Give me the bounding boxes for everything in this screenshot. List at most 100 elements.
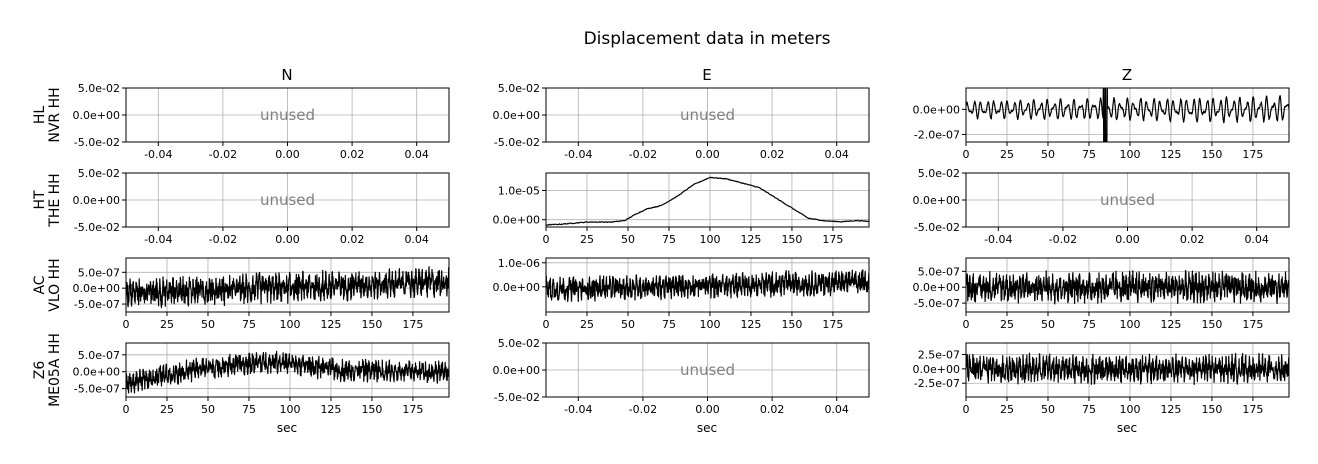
- x-tick-label: 0.04: [824, 403, 849, 416]
- x-tick-label: 0.04: [404, 148, 429, 161]
- panel-z6-n: 0 25 50 75 100 125 150 175 5.0e-07 0.0e+00 -5.0e-0…: [73, 342, 450, 416]
- y-tick-label: 0.0e+00: [73, 366, 120, 379]
- x-tick-label: -0.04: [564, 148, 592, 161]
- waveform-trace: [546, 269, 869, 303]
- x-tick-label: 125: [320, 318, 341, 331]
- axes-frame: [125, 342, 450, 398]
- x-tick-label: 0.02: [340, 233, 365, 246]
- waveform-trace: [126, 266, 449, 309]
- panel-hl-e: unused -0.04 -0.02 0.00 0.02 0.04 5.0e-02 0.0e+…: [493, 82, 870, 161]
- x-tick-label: 0.00: [1115, 233, 1140, 246]
- y-tick-label: 5.0e-02: [918, 167, 960, 180]
- row-network-label: HT: [32, 190, 48, 210]
- y-tick-label: -5.0e-02: [914, 221, 960, 234]
- x-tick-label: 50: [621, 318, 635, 331]
- waveform-trace: [966, 269, 1289, 305]
- x-tick-label: -0.04: [144, 148, 172, 161]
- y-tick-label: 1.0e-05: [498, 185, 540, 198]
- x-tick-label: 100: [699, 233, 720, 246]
- x-tick-label: 0.02: [760, 403, 785, 416]
- x-tick-label: -0.02: [209, 148, 237, 161]
- x-tick-label: -0.02: [209, 233, 237, 246]
- row-network-label: Z6: [32, 361, 48, 380]
- x-tick-label: 75: [1082, 148, 1096, 161]
- waveform-trace: [966, 88, 1289, 142]
- x-tick-label: 0.00: [275, 233, 300, 246]
- y-tick-label: -2.0e-07: [914, 128, 960, 141]
- x-tick-label: 0.02: [760, 148, 785, 161]
- x-axis-label-n: sec: [277, 421, 297, 435]
- x-tick-label: 100: [1119, 403, 1140, 416]
- waveform-trace: [546, 176, 869, 226]
- unused-label: unused: [260, 191, 315, 209]
- x-tick-label: 125: [1160, 318, 1181, 331]
- panel-ac-z: 0 25 50 75 100 125 150 175 5.0e-07 0.0e+00 -5.0e-0…: [913, 257, 1290, 331]
- x-tick-label: -0.02: [629, 403, 657, 416]
- x-tick-label: 175: [402, 318, 423, 331]
- y-tick-label: 0.0e+00: [913, 281, 960, 294]
- x-tick-label: 150: [781, 318, 802, 331]
- x-tick-label: 0: [963, 403, 970, 416]
- axes-frame: [545, 172, 870, 228]
- y-tick-label: 0.0e+00: [913, 363, 960, 376]
- column-title-e: E: [702, 66, 711, 84]
- y-tick-label: -5.0e-07: [914, 297, 960, 310]
- row-network-label: AC: [32, 275, 48, 294]
- x-tick-label: -0.04: [984, 233, 1012, 246]
- panel-ht-z: unused -0.04 -0.02 0.00 0.02 0.04 5.0e-02 0.0e+…: [913, 167, 1290, 246]
- panel-ac-e: 0 25 50 75 100 125 150 175 1.0e-06 0.0e+00: [493, 257, 870, 331]
- x-tick-label: 100: [279, 318, 300, 331]
- x-tick-label: 100: [699, 318, 720, 331]
- panel-ac-n: 0 25 50 75 100 125 150 175 5.0e-07 0.0e+00 -5.0e-0…: [73, 257, 450, 331]
- axes-frame: [965, 257, 1290, 313]
- x-tick-label: 0: [963, 318, 970, 331]
- x-tick-label: 0.04: [404, 233, 429, 246]
- y-tick-label: -5.0e-02: [74, 221, 120, 234]
- x-tick-label: 175: [1242, 318, 1263, 331]
- y-tick-label: -5.0e-02: [494, 391, 540, 404]
- column-title-n: N: [281, 66, 292, 84]
- y-tick-label: -2.5e-07: [914, 377, 960, 390]
- x-tick-label: 75: [1082, 318, 1096, 331]
- row-label-ac-vlo: AC VLO HH: [32, 258, 63, 311]
- x-tick-label: 0.02: [1180, 233, 1205, 246]
- x-tick-label: 50: [201, 403, 215, 416]
- row-channel-label: ME05A HH: [47, 333, 63, 407]
- column-title-z: Z: [1122, 66, 1132, 84]
- x-axis-label-e: sec: [697, 421, 717, 435]
- x-axis-label-z: sec: [1117, 421, 1137, 435]
- axes-frame: [125, 257, 450, 313]
- y-tick-label: 0.0e+00: [73, 109, 120, 122]
- y-tick-label: -5.0e-02: [494, 136, 540, 149]
- y-tick-label: 0.0e+00: [493, 281, 540, 294]
- row-label-ht-the: HT THE HH: [32, 173, 63, 227]
- y-tick-label: 5.0e-07: [78, 349, 120, 362]
- x-tick-label: 0: [543, 233, 550, 246]
- y-tick-label: 0.0e+00: [73, 282, 120, 295]
- x-tick-label: 175: [822, 233, 843, 246]
- y-tick-label: 5.0e-02: [78, 167, 120, 180]
- y-tick-label: 0.0e+00: [913, 194, 960, 207]
- x-tick-label: 150: [1201, 318, 1222, 331]
- x-tick-label: 50: [1041, 148, 1055, 161]
- x-tick-label: 50: [201, 318, 215, 331]
- waveform-trace: [966, 352, 1289, 385]
- x-tick-label: 100: [1119, 148, 1140, 161]
- x-tick-label: 75: [662, 318, 676, 331]
- y-tick-label: -5.0e-07: [74, 298, 120, 311]
- y-tick-label: 1.0e-06: [498, 257, 540, 270]
- y-tick-label: 2.5e-07: [918, 348, 960, 361]
- panel-hl-z: 0 25 50 75 100 125 150 175 0.0e+00 -2.0e-07: [913, 87, 1290, 161]
- x-tick-label: 50: [621, 233, 635, 246]
- axes-frame: [545, 257, 870, 313]
- x-tick-label: 150: [781, 233, 802, 246]
- x-tick-label: -0.02: [629, 148, 657, 161]
- x-tick-label: -0.04: [564, 403, 592, 416]
- x-tick-label: 50: [1041, 403, 1055, 416]
- panel-hl-n: unused -0.04 -0.02 0.00 0.02 0.04 5.0e-02 0.0e+…: [73, 82, 450, 161]
- row-label-z6-me05a: Z6 ME05A HH: [32, 333, 63, 407]
- x-tick-label: -0.02: [1049, 233, 1077, 246]
- unused-label: unused: [680, 106, 735, 124]
- x-tick-label: 0.00: [695, 403, 720, 416]
